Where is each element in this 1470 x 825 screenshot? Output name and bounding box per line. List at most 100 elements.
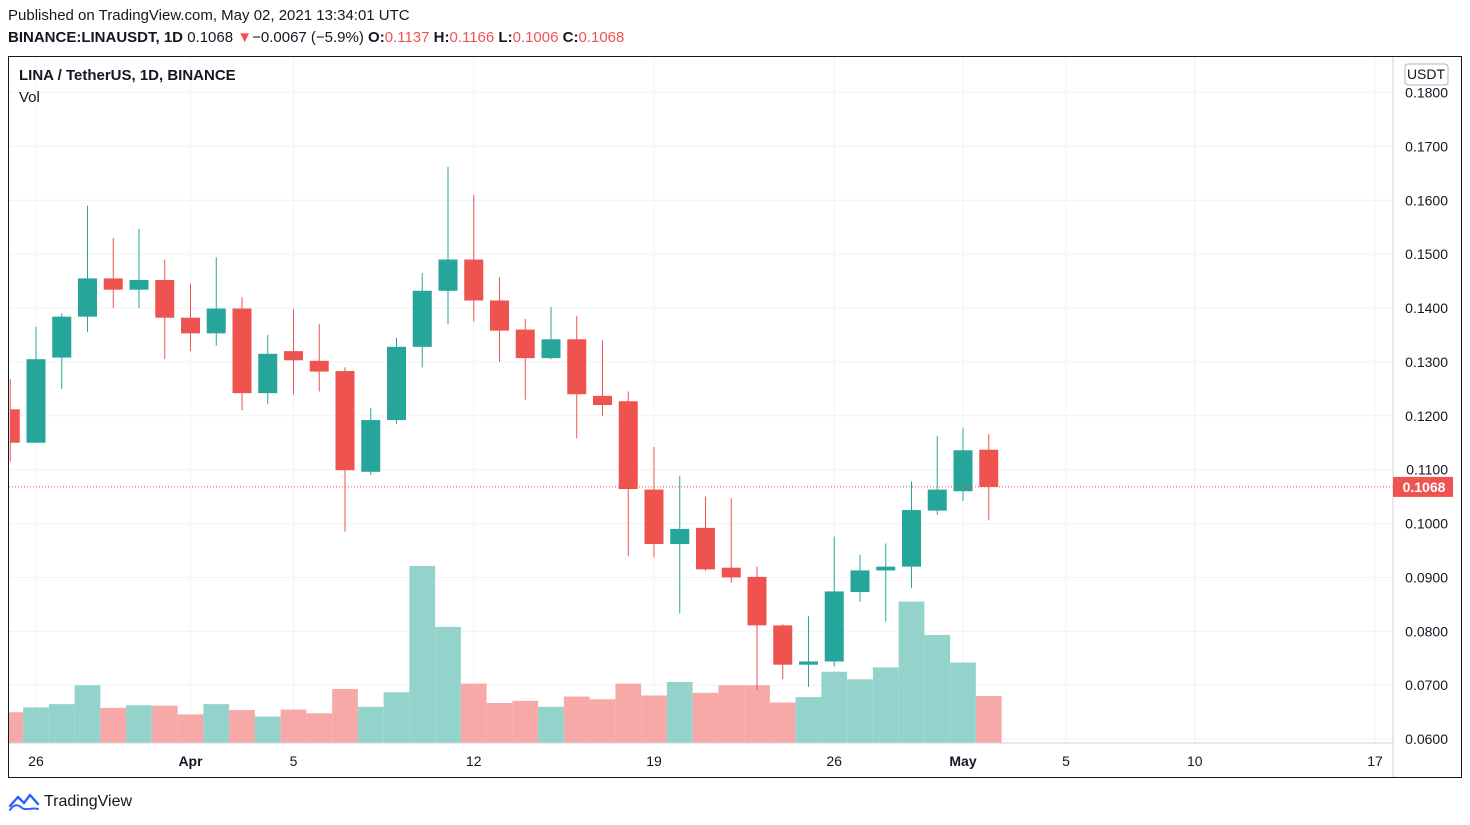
volume-bar [512, 700, 539, 743]
candle-body [438, 259, 458, 291]
volume-bar [306, 713, 333, 743]
candle [335, 367, 355, 532]
volume-bar [460, 683, 487, 743]
x-tick-label: 26 [28, 753, 44, 769]
low-label: L: [498, 29, 513, 46]
y-tick-label: 0.1500 [1405, 246, 1448, 262]
volume-bar [898, 601, 925, 743]
candle [644, 447, 664, 558]
candle [9, 379, 20, 462]
published-line: Published on TradingView.com, May 02, 20… [8, 7, 410, 24]
candle-body [464, 259, 484, 301]
volume-bar [872, 667, 899, 743]
y-tick-label: 0.1000 [1405, 516, 1448, 532]
volume-bar [563, 696, 590, 743]
candle [464, 194, 484, 322]
volume-bar [744, 685, 770, 743]
candle [26, 326, 46, 443]
legend-volume: Vol [19, 89, 40, 106]
candle [155, 259, 175, 360]
candle-body [387, 346, 406, 421]
tradingview-logo-icon [8, 793, 40, 811]
candle-body [361, 420, 381, 472]
low-value: 0.1006 [512, 29, 559, 46]
change-value: −0.0067 (−5.9%) [252, 29, 364, 46]
candle-body [773, 625, 793, 665]
volume-bar [718, 685, 745, 743]
x-tick-label: May [949, 753, 976, 769]
symbol-label: BINANCE:LINAUSDT, 1D [8, 29, 184, 46]
candle [747, 566, 767, 691]
volume-bar [74, 685, 101, 743]
x-tick-label: 12 [466, 753, 482, 769]
y-tick-label: 0.1100 [1406, 462, 1448, 478]
candle [773, 624, 793, 680]
y-tick-label: 0.1300 [1405, 354, 1448, 370]
candle [103, 237, 123, 309]
volume-bar [795, 697, 822, 743]
candle-body [412, 290, 432, 347]
volume-bar [924, 635, 951, 743]
candle [850, 554, 870, 602]
candle-body [284, 351, 303, 361]
currency-badge: USDT [1404, 63, 1449, 86]
y-tick-label: 0.0900 [1405, 569, 1448, 585]
volume-bar [692, 692, 719, 743]
candle-body [618, 401, 638, 490]
candle-body [78, 278, 97, 317]
volume-bar [589, 699, 616, 743]
x-tick-label: Apr [178, 753, 203, 769]
candle [284, 309, 303, 395]
candle-body [593, 395, 612, 406]
close-value: 0.1068 [578, 29, 625, 46]
candle [258, 334, 278, 404]
x-tick-label: 19 [646, 753, 662, 769]
down-arrow-icon: ▼ [237, 29, 253, 46]
volume-bar [203, 704, 230, 743]
last-price-label: 0.1068 [1403, 479, 1446, 495]
candle-body [232, 308, 252, 394]
candle-body [696, 527, 715, 570]
candle [309, 324, 329, 392]
volume-bar [23, 707, 49, 743]
candle-body [515, 329, 535, 359]
candle-body [52, 316, 72, 358]
candle [670, 476, 690, 614]
candle-body [824, 591, 844, 662]
candle [78, 205, 97, 333]
candle [824, 536, 844, 667]
volume-bar [538, 706, 564, 743]
volume-bar [615, 683, 642, 743]
candle-body [335, 371, 355, 471]
candle-body [927, 489, 947, 511]
y-tick-label: 0.0600 [1405, 731, 1448, 747]
volume-bar [280, 709, 307, 743]
candle-body [953, 450, 973, 492]
candle [541, 306, 561, 360]
candle [721, 498, 741, 583]
candle-body [10, 409, 20, 443]
candle [618, 391, 638, 556]
candle [927, 436, 947, 515]
y-tick-label: 0.1400 [1405, 300, 1448, 316]
volume-bar [254, 716, 281, 743]
candle-body [541, 339, 561, 359]
y-tick-label: 0.1200 [1405, 408, 1448, 424]
x-tick-label: 26 [826, 753, 842, 769]
candle-body [799, 661, 818, 665]
chart-frame [8, 56, 1462, 778]
candle-body [747, 576, 767, 626]
volume-bar [151, 705, 178, 743]
volume-bar [641, 695, 667, 743]
candle [181, 283, 200, 352]
volume-bar [975, 696, 1002, 743]
candle [593, 340, 612, 416]
footer-brand[interactable]: TradingView [8, 791, 132, 813]
candle [696, 496, 715, 571]
candle [902, 481, 921, 589]
volume-bar [383, 692, 410, 743]
volume-bar [950, 662, 976, 743]
volume-bar [847, 679, 873, 743]
candle-body [490, 300, 509, 331]
